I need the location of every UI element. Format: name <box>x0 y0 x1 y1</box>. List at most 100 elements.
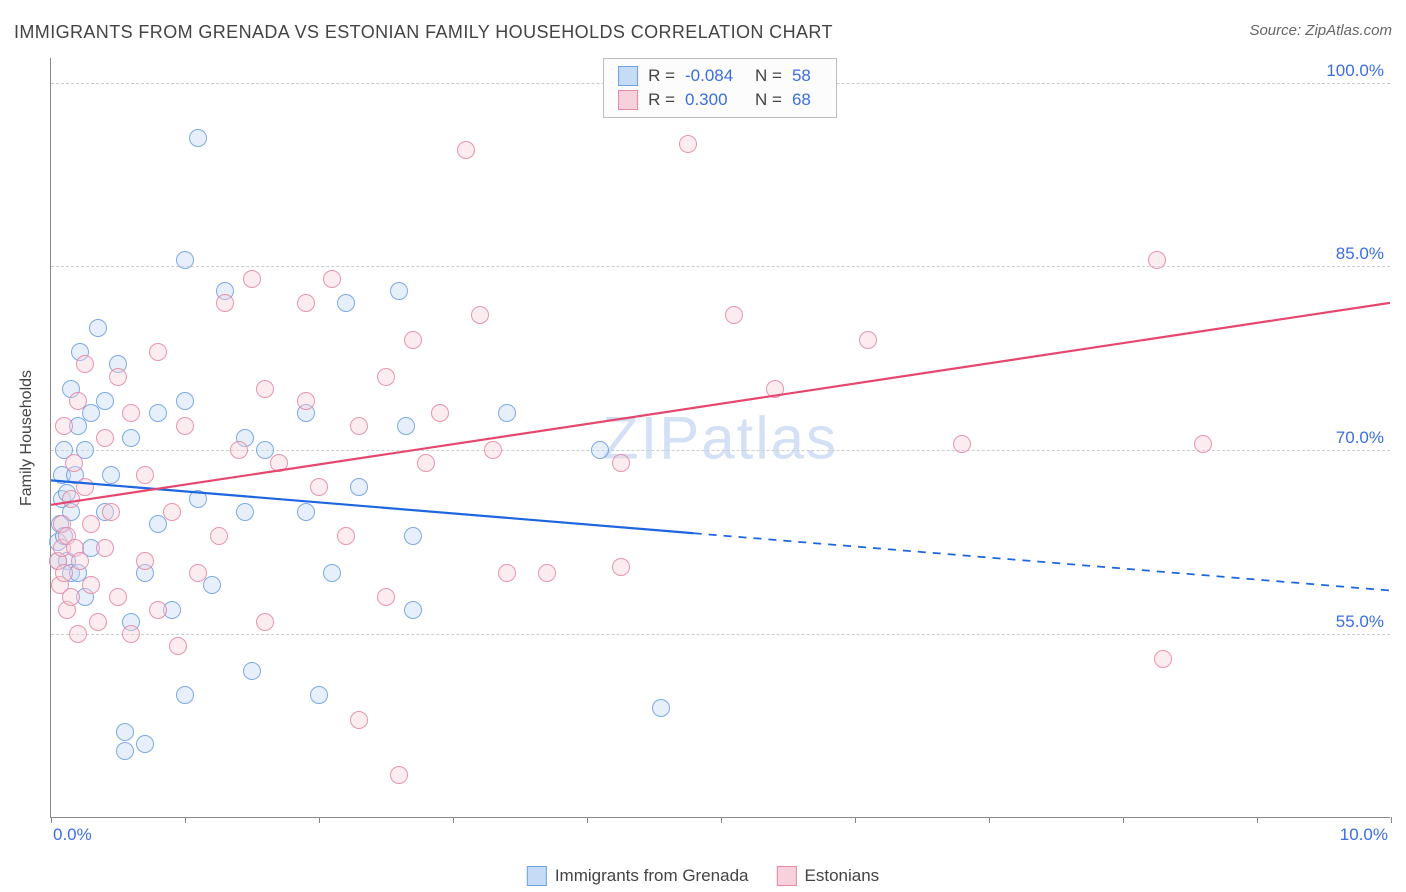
grid-label: 70.0% <box>1336 428 1384 448</box>
legend-label-estonians: Estonians <box>805 866 880 886</box>
scatter-point <box>176 392 194 410</box>
grid-line <box>51 634 1390 635</box>
scatter-point <box>538 564 556 582</box>
scatter-point <box>457 141 475 159</box>
scatter-point <box>169 637 187 655</box>
x-tick <box>1391 817 1392 823</box>
scatter-point <box>189 129 207 147</box>
scatter-point <box>122 404 140 422</box>
legend-swatch-blue <box>618 66 638 86</box>
scatter-point <box>417 454 435 472</box>
scatter-point <box>350 478 368 496</box>
scatter-point <box>55 417 73 435</box>
scatter-point <box>210 527 228 545</box>
scatter-point <box>953 435 971 453</box>
scatter-point <box>149 601 167 619</box>
scatter-point <box>377 368 395 386</box>
legend-item-estonians: Estonians <box>777 866 880 886</box>
x-tick <box>1257 817 1258 823</box>
scatter-point <box>591 441 609 459</box>
bottom-legend: Immigrants from Grenada Estonians <box>527 866 879 886</box>
scatter-point <box>297 503 315 521</box>
scatter-point <box>176 251 194 269</box>
scatter-point <box>136 466 154 484</box>
scatter-point <box>498 564 516 582</box>
scatter-point <box>498 404 516 422</box>
x-tick <box>855 817 856 823</box>
n-label-2: N = <box>755 88 782 112</box>
x-tick <box>185 817 186 823</box>
scatter-point <box>89 613 107 631</box>
scatter-point <box>136 735 154 753</box>
scatter-point <box>69 392 87 410</box>
r-value-1: -0.084 <box>685 64 745 88</box>
scatter-point <box>1148 251 1166 269</box>
scatter-point <box>236 503 254 521</box>
scatter-point <box>679 135 697 153</box>
scatter-point <box>377 588 395 606</box>
x-max-label: 10.0% <box>1340 825 1388 845</box>
scatter-point <box>149 404 167 422</box>
scatter-point <box>243 270 261 288</box>
scatter-point <box>612 454 630 472</box>
scatter-point <box>109 368 127 386</box>
stats-row-2: R = 0.300 N = 68 <box>618 88 822 112</box>
scatter-point <box>323 270 341 288</box>
scatter-point <box>122 625 140 643</box>
x-tick <box>51 817 52 823</box>
stats-legend: R = -0.084 N = 58 R = 0.300 N = 68 <box>603 58 837 118</box>
x-tick <box>1123 817 1124 823</box>
legend-item-grenada: Immigrants from Grenada <box>527 866 749 886</box>
scatter-point <box>270 454 288 472</box>
n-label-1: N = <box>755 64 782 88</box>
scatter-point <box>337 294 355 312</box>
scatter-point <box>310 686 328 704</box>
scatter-point <box>71 552 89 570</box>
scatter-point <box>102 466 120 484</box>
scatter-point <box>96 429 114 447</box>
x-tick <box>989 817 990 823</box>
scatter-point <box>189 564 207 582</box>
scatter-point <box>69 625 87 643</box>
scatter-point <box>82 515 100 533</box>
y-axis-label: Family Households <box>12 58 42 818</box>
scatter-point <box>203 576 221 594</box>
grid-label: 55.0% <box>1336 612 1384 632</box>
plot-wrap: ZIPatlas 55.0%70.0%85.0%100.0%0.0%10.0% … <box>50 58 1390 818</box>
grid-line <box>51 450 1390 451</box>
scatter-point <box>96 539 114 557</box>
trend-line-dashed <box>694 533 1390 590</box>
scatter-point <box>350 711 368 729</box>
scatter-point <box>230 441 248 459</box>
scatter-point <box>390 282 408 300</box>
plot-area: 55.0%70.0%85.0%100.0%0.0%10.0% <box>50 58 1390 818</box>
scatter-point <box>859 331 877 349</box>
scatter-point <box>176 686 194 704</box>
grid-label: 85.0% <box>1336 244 1384 264</box>
x-tick <box>453 817 454 823</box>
scatter-point <box>350 417 368 435</box>
scatter-point <box>612 558 630 576</box>
scatter-point <box>256 613 274 631</box>
scatter-point <box>337 527 355 545</box>
r-value-2: 0.300 <box>685 88 745 112</box>
scatter-point <box>82 576 100 594</box>
scatter-point <box>404 527 422 545</box>
scatter-point <box>484 441 502 459</box>
x-min-label: 0.0% <box>53 825 92 845</box>
n-value-2: 68 <box>792 88 822 112</box>
stats-row-1: R = -0.084 N = 58 <box>618 64 822 88</box>
scatter-point <box>62 588 80 606</box>
scatter-point <box>652 699 670 717</box>
legend-swatch-estonians <box>777 866 797 886</box>
scatter-point <box>96 392 114 410</box>
scatter-point <box>310 478 328 496</box>
scatter-point <box>243 662 261 680</box>
scatter-point <box>404 601 422 619</box>
scatter-point <box>149 343 167 361</box>
scatter-point <box>390 766 408 784</box>
scatter-point <box>89 319 107 337</box>
scatter-point <box>216 294 234 312</box>
scatter-point <box>102 503 120 521</box>
scatter-point <box>76 478 94 496</box>
